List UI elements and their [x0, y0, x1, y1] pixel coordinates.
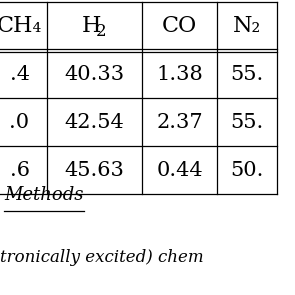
- Text: 2: 2: [96, 22, 107, 40]
- Text: 2.37: 2.37: [156, 112, 203, 132]
- Text: 55.: 55.: [230, 112, 264, 132]
- Text: Methods: Methods: [4, 186, 83, 204]
- Text: .6: .6: [9, 160, 30, 179]
- Text: .4: .4: [9, 65, 30, 83]
- Text: 0.44: 0.44: [156, 160, 203, 179]
- Text: 50.: 50.: [230, 160, 264, 179]
- Text: tronically excited) chem: tronically excited) chem: [0, 250, 204, 266]
- Text: 40.33: 40.33: [64, 65, 124, 83]
- Text: 1.38: 1.38: [156, 65, 203, 83]
- Text: 42.54: 42.54: [65, 112, 124, 132]
- Text: 45.63: 45.63: [65, 160, 124, 179]
- Text: CH₄: CH₄: [0, 15, 42, 37]
- Text: CO: CO: [162, 15, 197, 37]
- Text: N₂: N₂: [233, 15, 261, 37]
- Text: 55.: 55.: [230, 65, 264, 83]
- Text: .0: .0: [9, 112, 30, 132]
- Text: H: H: [82, 15, 101, 37]
